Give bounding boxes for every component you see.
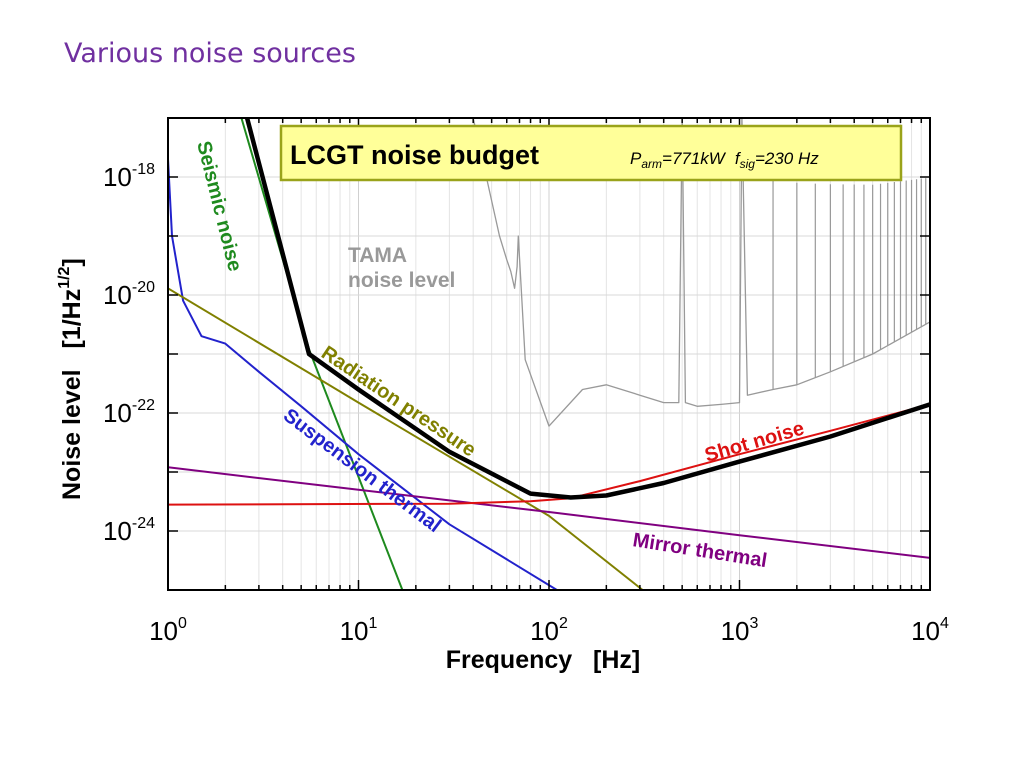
title-box-frame	[279, 124, 903, 182]
param-f-value: =230 Hz	[755, 149, 819, 168]
series-tama-noise-level	[472, 118, 930, 427]
param-p-sub: arm	[641, 157, 662, 171]
title-box-params: Parm=771kW fsig=230 Hz	[630, 149, 819, 171]
axis-ticks	[167, 117, 930, 591]
label-tama-noise-level: noise level	[348, 269, 455, 292]
y-axis-label-sup: 1/2	[56, 266, 73, 288]
x-tick-label: 101	[340, 615, 378, 646]
series-group	[168, 118, 930, 590]
slide-title: Various noise sources	[64, 38, 356, 69]
y-tick-label: 10-20	[103, 279, 155, 310]
x-axis-label: Frequency [Hz]	[446, 646, 640, 674]
title-box: LCGT noise budget Parm=771kW fsig=230 Hz	[279, 124, 903, 182]
label-tama: TAMA	[348, 244, 407, 267]
series-mirror-thermal	[168, 466, 930, 559]
param-p-symbol: P	[630, 149, 642, 168]
param-f-symbol: f	[735, 149, 742, 168]
y-tick-label: 10-24	[103, 515, 155, 546]
y-axis-label-close: ]	[58, 258, 86, 266]
param-p-value: =771kW	[662, 149, 727, 168]
y-tick-label: 10-18	[103, 161, 155, 192]
series-suspension-thermal	[168, 159, 558, 590]
y-axis-label-text: Noise level [1/Hz	[58, 289, 86, 500]
x-tick-label: 102	[530, 615, 568, 646]
x-tick-label: 100	[149, 615, 187, 646]
title-box-main: LCGT noise budget	[290, 140, 539, 170]
y-tick-label: 10-22	[103, 397, 155, 428]
y-tick-labels: 10-18 10-20 10-22 10-24	[103, 161, 155, 546]
series-radiation-pressure	[168, 287, 644, 590]
x-tick-label: 104	[911, 615, 949, 646]
series-total-noise	[244, 118, 930, 500]
series-shot-noise	[168, 403, 930, 506]
x-tick-label: 103	[721, 615, 759, 646]
x-tick-labels: 100 101 102 103 104	[149, 615, 949, 646]
param-f-sub: sig	[740, 157, 756, 171]
y-axis-label: Noise level [1/Hz1/2]	[56, 258, 86, 500]
